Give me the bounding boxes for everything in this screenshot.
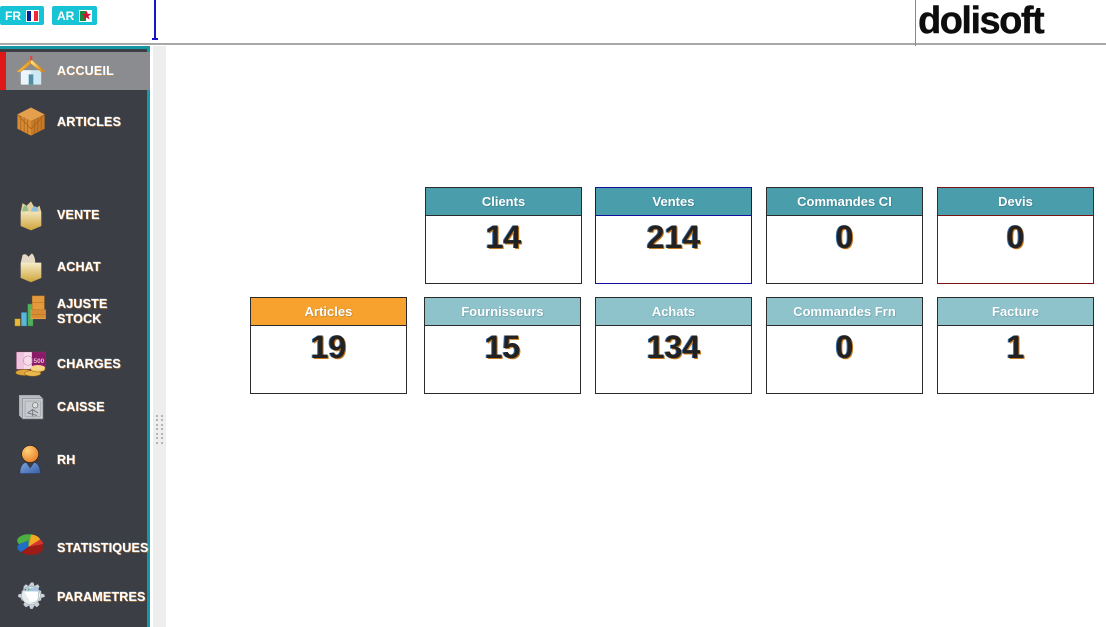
svg-text:500: 500 [34,358,45,365]
